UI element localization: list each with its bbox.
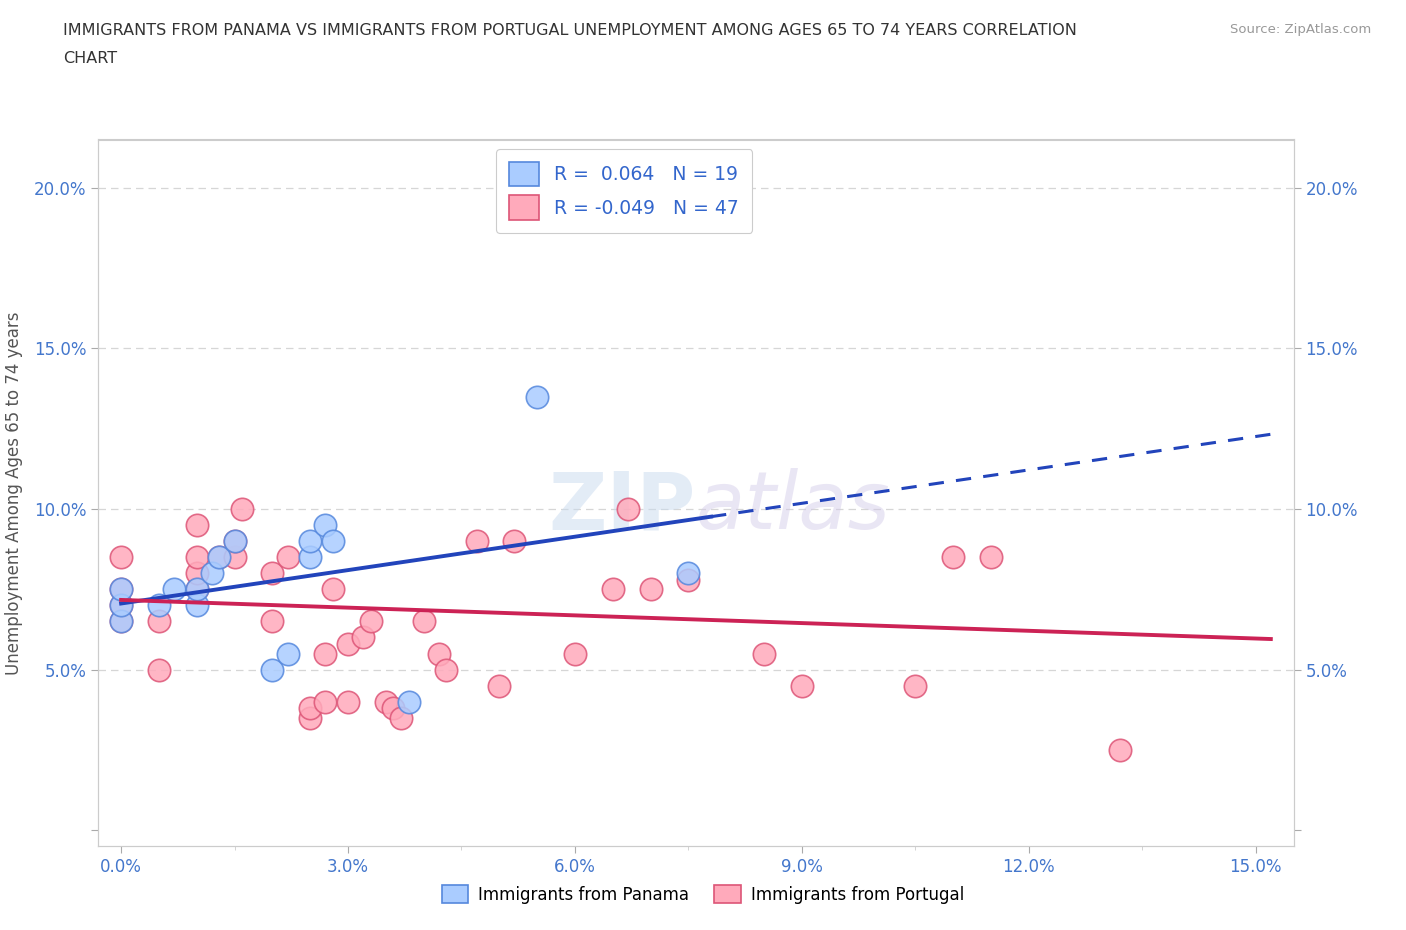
Point xyxy=(276,646,298,661)
Point xyxy=(224,550,246,565)
Point xyxy=(186,582,208,597)
Point xyxy=(186,518,208,533)
Point xyxy=(208,550,231,565)
Point xyxy=(224,534,246,549)
Point xyxy=(503,534,526,549)
Point xyxy=(186,598,208,613)
Point xyxy=(299,711,322,725)
Point xyxy=(201,565,224,580)
Text: CHART: CHART xyxy=(63,51,117,66)
Point xyxy=(110,550,132,565)
Point xyxy=(389,711,412,725)
Point xyxy=(398,695,420,710)
Point xyxy=(314,646,336,661)
Point xyxy=(412,614,434,629)
Point xyxy=(1108,742,1130,757)
Point xyxy=(526,212,548,227)
Point xyxy=(186,582,208,597)
Point xyxy=(322,534,344,549)
Point xyxy=(110,614,132,629)
Point xyxy=(678,572,700,587)
Point xyxy=(231,501,253,516)
Point xyxy=(314,518,336,533)
Point xyxy=(352,630,374,644)
Point xyxy=(163,582,186,597)
Point xyxy=(617,501,640,516)
Point xyxy=(337,636,360,651)
Point xyxy=(382,700,405,715)
Point xyxy=(299,700,322,715)
Point xyxy=(752,646,775,661)
Point xyxy=(208,550,231,565)
Point xyxy=(374,695,396,710)
Point xyxy=(678,565,700,580)
Y-axis label: Unemployment Among Ages 65 to 74 years: Unemployment Among Ages 65 to 74 years xyxy=(6,312,22,674)
Point xyxy=(186,565,208,580)
Point xyxy=(110,598,132,613)
Point xyxy=(904,678,927,693)
Point xyxy=(276,550,298,565)
Point xyxy=(640,582,662,597)
Legend: R =  0.064   N = 19, R = -0.049   N = 47: R = 0.064 N = 19, R = -0.049 N = 47 xyxy=(496,149,752,232)
Point xyxy=(148,662,170,677)
Point xyxy=(360,614,382,629)
Point xyxy=(337,695,360,710)
Point xyxy=(465,534,488,549)
Point xyxy=(942,550,965,565)
Text: atlas: atlas xyxy=(696,468,891,546)
Point xyxy=(314,695,336,710)
Point xyxy=(564,646,586,661)
Point xyxy=(322,582,344,597)
Point xyxy=(262,614,284,629)
Point xyxy=(110,598,132,613)
Point xyxy=(790,678,813,693)
Point xyxy=(299,550,322,565)
Text: Source: ZipAtlas.com: Source: ZipAtlas.com xyxy=(1230,23,1371,36)
Point xyxy=(434,662,457,677)
Point xyxy=(262,565,284,580)
Point xyxy=(224,534,246,549)
Point xyxy=(299,534,322,549)
Point xyxy=(148,614,170,629)
Legend: Immigrants from Panama, Immigrants from Portugal: Immigrants from Panama, Immigrants from … xyxy=(434,879,972,910)
Text: ZIP: ZIP xyxy=(548,468,696,546)
Point xyxy=(602,582,624,597)
Point xyxy=(526,389,548,404)
Point xyxy=(110,614,132,629)
Point xyxy=(110,582,132,597)
Point xyxy=(186,550,208,565)
Point xyxy=(110,582,132,597)
Point xyxy=(488,678,510,693)
Point xyxy=(262,662,284,677)
Point xyxy=(148,598,170,613)
Point xyxy=(980,550,1002,565)
Text: IMMIGRANTS FROM PANAMA VS IMMIGRANTS FROM PORTUGAL UNEMPLOYMENT AMONG AGES 65 TO: IMMIGRANTS FROM PANAMA VS IMMIGRANTS FRO… xyxy=(63,23,1077,38)
Point xyxy=(427,646,450,661)
